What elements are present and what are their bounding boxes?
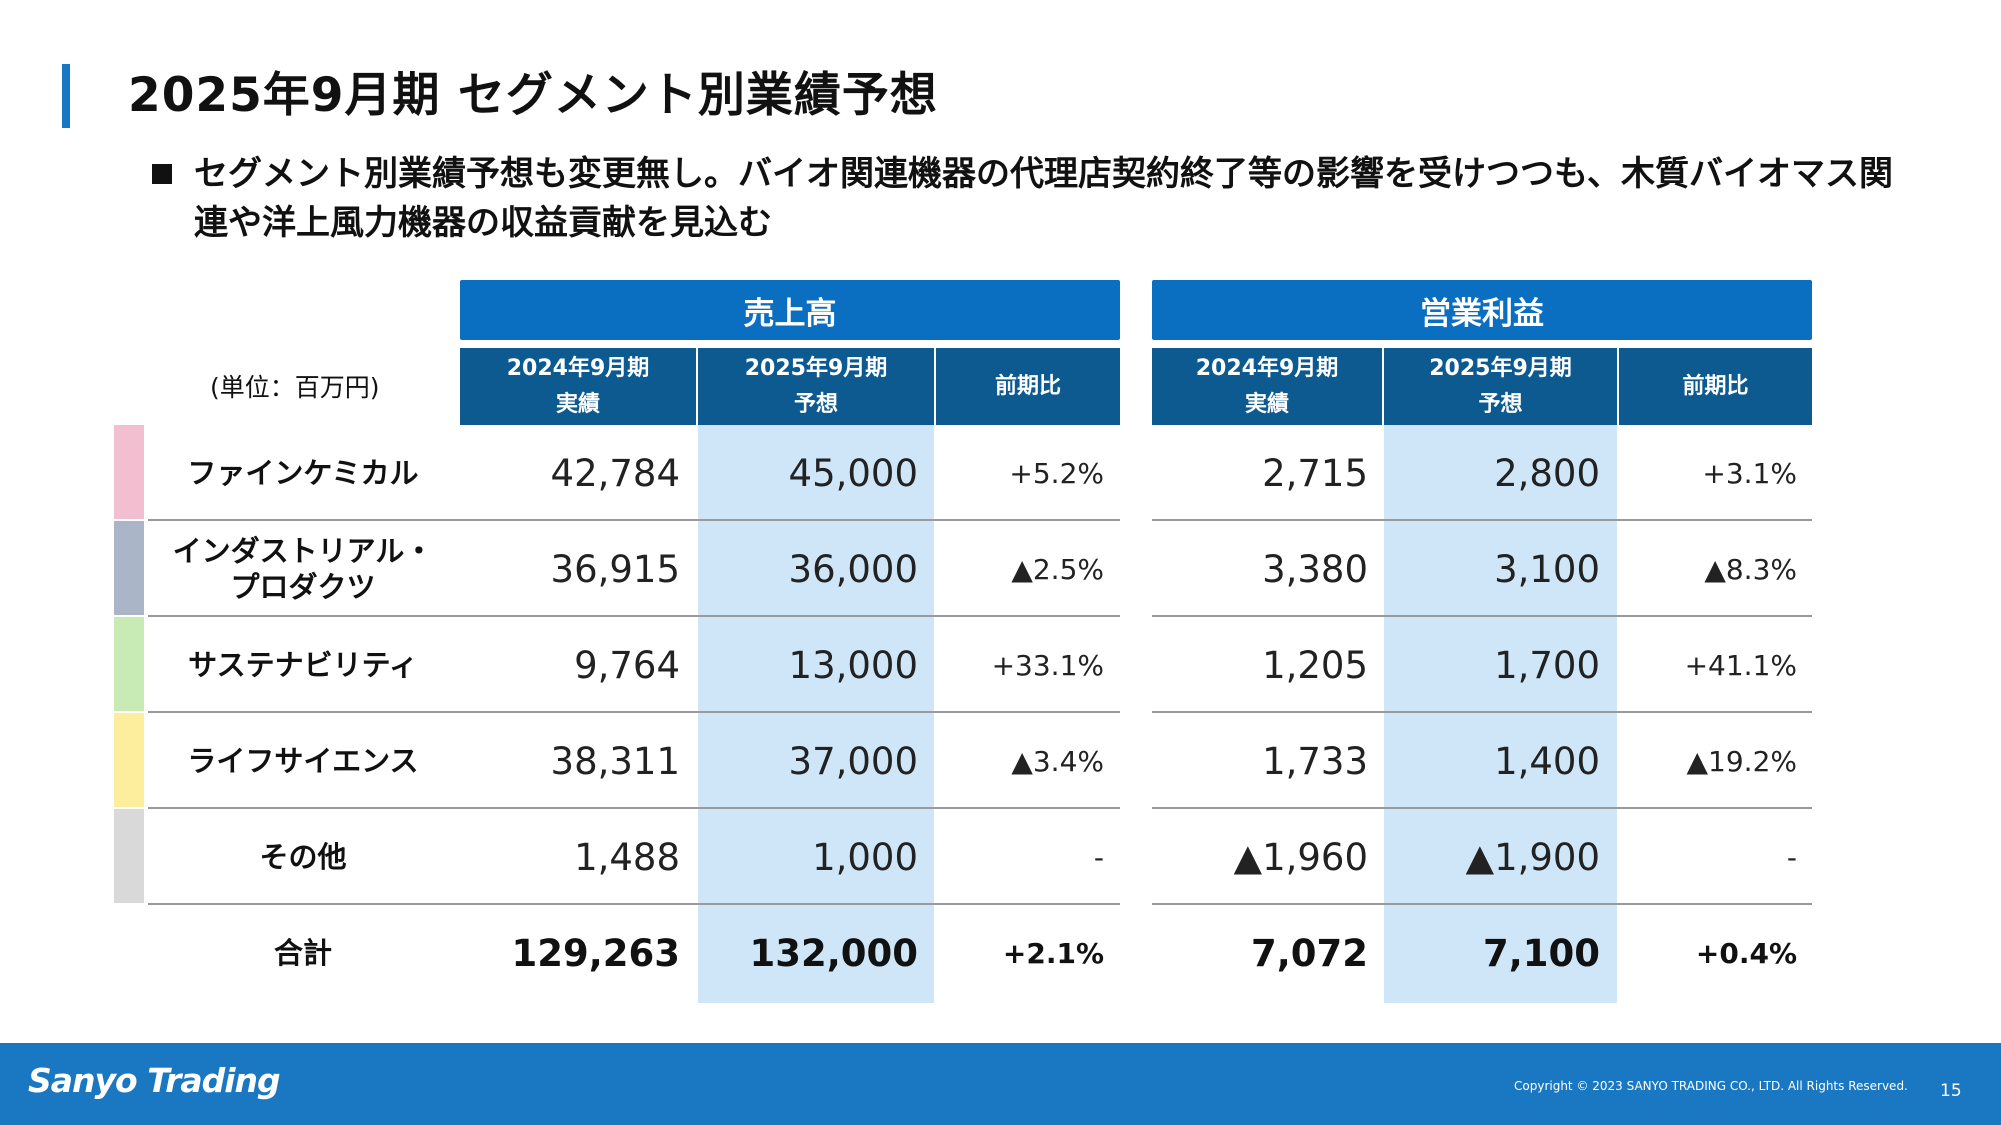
company-logo: Sanyo Trading — [28, 1061, 281, 1100]
cell-profit-next: 2,800 — [1494, 451, 1600, 495]
sub-header-line1: 2024年9月期 — [506, 355, 650, 381]
row-divider — [148, 903, 1120, 905]
row-divider — [148, 615, 1120, 617]
cell-sales-next: 132,000 — [749, 931, 918, 975]
cell-profit-ratio: ▲19.2% — [1686, 744, 1797, 778]
cell-profit-prev: 3,380 — [1262, 547, 1368, 591]
segment-name: インダストリアル・ プロダクツ — [172, 534, 434, 604]
cell-sales-ratio: +33.1% — [991, 648, 1104, 682]
cell-profit-ratio: +3.1% — [1702, 456, 1797, 490]
sub-header-line2: 予想 — [1478, 391, 1523, 417]
cell-profit-next: ▲1,900 — [1465, 835, 1600, 879]
sub-header-label: 前期比 — [1682, 373, 1749, 399]
bullet-text: セグメント別業績予想も変更無し。バイオ関連機器の代理店契約終了等の影響を受けつつ… — [194, 154, 1893, 243]
cell-profit-prev: 1,733 — [1262, 739, 1368, 783]
row-divider — [148, 519, 1120, 521]
cell-sales-prev: 42,784 — [550, 451, 680, 495]
row-divider — [1152, 711, 1812, 713]
cell-profit-next: 1,700 — [1494, 643, 1600, 687]
copyright-text: Copyright © 2023 SANYO TRADING CO., LTD.… — [1514, 1079, 1908, 1093]
row-divider — [148, 711, 1120, 713]
sales-forecast-highlight — [698, 425, 934, 1003]
profit-prev-header: 2024年9月期 実績 — [1152, 348, 1382, 425]
cell-sales-prev: 38,311 — [550, 739, 680, 783]
cell-profit-ratio: +41.1% — [1684, 648, 1797, 682]
sub-header-line1: 2025年9月期 — [744, 355, 888, 381]
cell-profit-next: 3,100 — [1494, 547, 1600, 591]
sales-next-header: 2025年9月期 予想 — [698, 348, 934, 425]
cell-sales-ratio: ▲3.4% — [1011, 744, 1104, 778]
cell-sales-ratio: - — [1093, 840, 1104, 874]
footer-bar: Sanyo Trading Copyright © 2023 SANYO TRA… — [0, 1043, 2001, 1125]
sub-header-line2: 実績 — [555, 391, 600, 417]
page-title: 2025年9月期 セグメント別業績予想 — [128, 68, 938, 123]
cell-profit-prev: ▲1,960 — [1233, 835, 1368, 879]
segment-color-chip — [114, 521, 144, 615]
cell-profit-ratio: - — [1786, 840, 1797, 874]
sub-header-line2: 予想 — [793, 391, 838, 417]
sales-ratio-header: 前期比 — [936, 348, 1120, 425]
profit-next-header: 2025年9月期 予想 — [1384, 348, 1617, 425]
cell-sales-prev: 9,764 — [574, 643, 680, 687]
profit-forecast-highlight — [1384, 425, 1617, 1003]
cell-sales-next: 45,000 — [788, 451, 918, 495]
sub-header-line2: 実績 — [1244, 391, 1289, 417]
row-divider — [1152, 519, 1812, 521]
segment-color-chip — [114, 617, 144, 711]
unit-label: (単位：百万円) — [210, 373, 380, 402]
cell-sales-ratio: +5.2% — [1009, 456, 1104, 490]
row-divider — [1152, 615, 1812, 617]
segment-name: サステナビリティ — [188, 648, 418, 682]
cell-profit-ratio: ▲8.3% — [1704, 552, 1797, 586]
segment-name: 合計 — [273, 936, 332, 970]
cell-sales-next: 1,000 — [812, 835, 918, 879]
operating-profit-header: 営業利益 — [1152, 280, 1812, 340]
row-divider — [1152, 903, 1812, 905]
row-divider — [148, 807, 1120, 809]
row-divider — [1152, 807, 1812, 809]
segment-color-chip — [114, 425, 144, 519]
cell-profit-next: 7,100 — [1482, 931, 1600, 975]
cell-profit-prev: 2,715 — [1262, 451, 1368, 495]
segment-color-chip — [114, 809, 144, 903]
cell-sales-prev: 129,263 — [511, 931, 680, 975]
cell-profit-prev: 7,072 — [1250, 931, 1368, 975]
sales-header: 売上高 — [460, 280, 1120, 340]
cell-profit-next: 1,400 — [1494, 739, 1600, 783]
segment-color-chip — [114, 713, 144, 807]
sales-prev-header: 2024年9月期 実績 — [460, 348, 696, 425]
sub-header-line1: 2024年9月期 — [1195, 355, 1339, 381]
cell-profit-ratio: +0.4% — [1695, 936, 1797, 970]
segment-name: ライフサイエンス — [187, 744, 419, 778]
cell-profit-prev: 1,205 — [1262, 643, 1368, 687]
segment-name: その他 — [259, 840, 347, 874]
cell-sales-next: 37,000 — [788, 739, 918, 783]
page-number: 15 — [1940, 1081, 1962, 1101]
sub-header-line1: 2025年9月期 — [1429, 355, 1572, 381]
square-bullet-icon — [152, 164, 172, 184]
cell-sales-ratio: +2.1% — [1002, 936, 1104, 970]
cell-sales-next: 36,000 — [788, 547, 918, 591]
title-accent-bar — [62, 64, 70, 128]
segment-name: ファインケミカル — [187, 456, 419, 490]
cell-sales-next: 13,000 — [788, 643, 918, 687]
cell-sales-ratio: ▲2.5% — [1011, 552, 1104, 586]
cell-sales-prev: 1,488 — [574, 835, 680, 879]
profit-ratio-header: 前期比 — [1619, 348, 1812, 425]
sub-header-label: 前期比 — [994, 373, 1061, 399]
cell-sales-prev: 36,915 — [550, 547, 680, 591]
